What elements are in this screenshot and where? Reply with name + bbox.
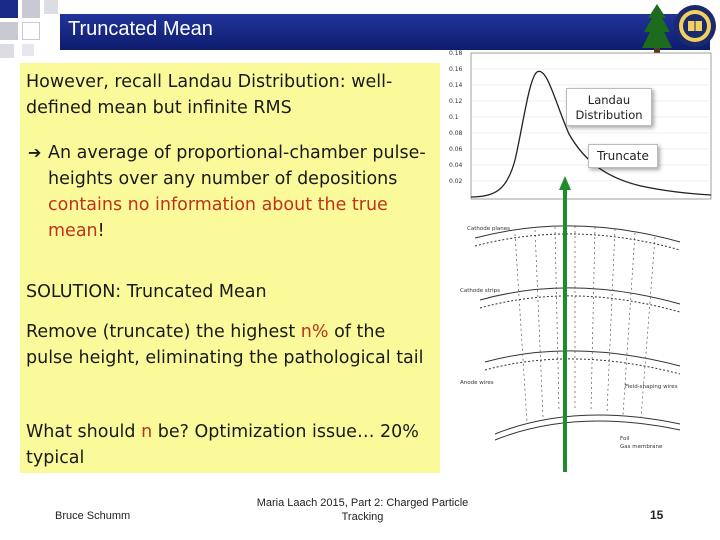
callout-text: Truncate bbox=[597, 149, 649, 163]
paragraph-remove: Remove (truncate) the highest n% of the … bbox=[26, 319, 436, 371]
paragraph-text: However, recall Landau Distribution: wel… bbox=[26, 72, 393, 118]
paragraph-solution: SOLUTION: Truncated Mean bbox=[26, 279, 436, 305]
paragraph-average: An average of proportional-chamber pulse… bbox=[48, 140, 428, 244]
paragraph-text: of the pulse height, eliminating the pat… bbox=[26, 322, 424, 368]
paragraph-question: What should n be? Optimization issue… 20… bbox=[26, 419, 436, 471]
label-foil: Foil bbox=[620, 436, 630, 442]
decor-square bbox=[22, 0, 40, 18]
paragraph-landau: However, recall Landau Distribution: wel… bbox=[26, 69, 436, 121]
callout-text: Distribution bbox=[575, 108, 643, 122]
footer-event: Maria Laach 2015, Part 2: Charged Partic… bbox=[220, 496, 505, 524]
landau-callout: Landau Distribution bbox=[566, 88, 652, 126]
highlight-text: n bbox=[141, 422, 153, 442]
highlight-text: n% bbox=[300, 322, 329, 342]
label-cathode-planes: Cathode planes bbox=[467, 226, 510, 232]
decor-square bbox=[0, 22, 18, 40]
plot-tick-label: 0.12 bbox=[449, 98, 463, 105]
decor-square bbox=[0, 0, 18, 18]
footer-event-line: Maria Laach 2015, Part 2: Charged Partic… bbox=[256, 497, 469, 509]
footer-event-line: Tracking bbox=[341, 511, 384, 523]
decor-square bbox=[22, 44, 34, 56]
paragraph-text: ! bbox=[97, 221, 105, 241]
plot-tick-label: 0.18 bbox=[449, 50, 463, 57]
highlight-text: contains no information about the true m… bbox=[48, 195, 388, 241]
truncate-line bbox=[559, 176, 571, 472]
page-number: 15 bbox=[650, 508, 664, 522]
plot-tick-label: 0.06 bbox=[449, 146, 463, 153]
landau-curve bbox=[470, 70, 712, 198]
decor-square bbox=[0, 44, 14, 58]
truncate-callout: Truncate bbox=[588, 144, 658, 168]
label-cathode-strips: Cathode strips bbox=[460, 288, 500, 294]
arrow-right-icon: ➔ bbox=[28, 143, 42, 162]
callout-text: Landau bbox=[587, 93, 631, 107]
landau-plot: 0.18 0.16 0.14 0.12 0.1 0.08 0.06 0.04 0.02 bbox=[449, 50, 712, 200]
plot-tick-label: 0.02 bbox=[449, 178, 463, 185]
university-seal-icon bbox=[674, 5, 716, 47]
decor-square bbox=[44, 0, 58, 14]
label-anode-wires: Anode wires bbox=[460, 380, 494, 386]
title-bar bbox=[60, 14, 710, 50]
paragraph-text: be? Optimization issue… 20% typical bbox=[26, 422, 419, 468]
plot-tick-label: 0.16 bbox=[449, 66, 463, 73]
footer-author: Bruce Schumm bbox=[55, 510, 131, 522]
paragraph-text: SOLUTION: Truncated Mean bbox=[26, 282, 267, 302]
slide-title: Truncated Mean bbox=[68, 18, 213, 40]
paragraph-text: Remove (truncate) the highest bbox=[26, 322, 301, 342]
plot-tick-label: 0.08 bbox=[449, 130, 463, 137]
plot-tick-label: 0.04 bbox=[449, 162, 463, 169]
plot-tick-label: 0.14 bbox=[449, 82, 463, 89]
decor-square bbox=[22, 22, 40, 40]
text-panel bbox=[20, 63, 440, 473]
plot-tick-label: 0.1 bbox=[449, 114, 459, 121]
paragraph-text: An average of proportional-chamber pulse… bbox=[48, 143, 426, 189]
chamber-schematic: Cathode planes Cathode strips Anode wire… bbox=[460, 225, 681, 450]
paragraph-text: What should bbox=[26, 422, 142, 442]
label-field-shaping: Field-shaping wires bbox=[625, 384, 678, 390]
label-gas-membrane: Gas membrane bbox=[620, 444, 663, 450]
